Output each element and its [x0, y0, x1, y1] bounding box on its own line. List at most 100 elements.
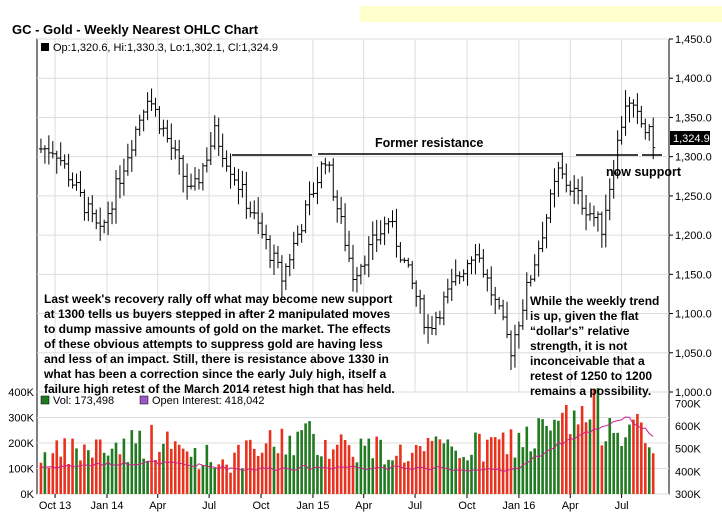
volume-bar [596, 388, 600, 494]
volume-tick-label: 100K [8, 464, 34, 476]
volume-bar [517, 432, 521, 494]
volume-bar [296, 431, 299, 494]
oi-legend-icon [139, 395, 149, 405]
volume-bar [391, 460, 394, 494]
volume-bar [612, 432, 615, 494]
volume-bar [118, 454, 122, 494]
volume-bar [75, 448, 78, 494]
volume-bar [189, 456, 193, 494]
volume-bar [280, 428, 284, 494]
volume-bar [576, 424, 580, 494]
volume-bar [177, 444, 181, 494]
volume-bar [529, 451, 533, 494]
volume-tick-label: 200K [8, 438, 34, 450]
price-tick-label: 1,150.0 [675, 269, 712, 281]
volume-bar [213, 468, 217, 494]
volume-bar [493, 437, 497, 494]
volume-bar [458, 458, 461, 494]
volume-bar [399, 444, 402, 494]
volume-bar [71, 438, 74, 494]
volume-bar [79, 460, 82, 494]
x-tick-label: Oct 13 [39, 500, 71, 512]
volume-bar [47, 467, 51, 494]
volume-bar [162, 443, 165, 494]
volume-axis: 400K 300K 200K 100K 0K 700K 600K 500K 400K 300K [8, 387, 701, 501]
volume-bar [288, 435, 292, 494]
volume-bar [249, 439, 252, 494]
volume-bar [150, 424, 153, 494]
volume-bar [375, 436, 378, 494]
volume-bar [620, 446, 623, 494]
volume-bar [221, 459, 224, 494]
x-tick-label: Jul [615, 500, 629, 512]
volume-bar [588, 419, 592, 494]
volume-bar [367, 438, 371, 494]
x-tick-label: Apr [149, 500, 166, 512]
volume-bar [359, 438, 363, 494]
volume-bar [647, 447, 651, 494]
volume-bar [541, 419, 544, 494]
x-tick-label: Apr [355, 500, 372, 512]
price-tick-label: 1,000.0 [675, 387, 712, 399]
former-resistance-label: Former resistance [375, 136, 484, 150]
volume-bar [316, 455, 319, 494]
volume-bar [450, 446, 454, 494]
last-price-label: 1,324.9 [673, 133, 710, 145]
volume-bar [616, 432, 619, 494]
volume-bar [446, 439, 450, 494]
volume-bar [276, 453, 280, 494]
open-interest-line [40, 416, 654, 473]
volume-bar [284, 454, 288, 494]
chart-title: GC - Gold - Weekly Nearest OHLC Chart [12, 22, 259, 37]
volume-bar [482, 461, 485, 494]
price-tick-label: 1,100.0 [675, 309, 712, 321]
volume-bar [549, 430, 552, 494]
volume-bar [497, 439, 501, 494]
volume-bar [568, 434, 572, 494]
volume-bar [142, 458, 145, 494]
volume-bar [509, 429, 513, 494]
volume-bar [94, 439, 98, 494]
volume-bar [328, 458, 331, 494]
volume-bar [513, 457, 517, 494]
volume-bar [470, 454, 473, 494]
volume-bar [83, 444, 86, 494]
volume-bar [525, 426, 529, 494]
volume-bar [636, 413, 639, 494]
volume-bar [335, 444, 339, 494]
price-tick-label: 1,300.0 [675, 152, 712, 164]
volume-bar [39, 462, 43, 494]
volume-bar [59, 456, 62, 494]
volume-bar [604, 441, 608, 494]
volume-bar [205, 444, 209, 494]
volume-bar [430, 440, 434, 494]
volume-bar [268, 430, 272, 494]
volume-bar [395, 455, 398, 494]
volume-bar [229, 472, 232, 494]
volume-bar [55, 440, 59, 494]
volume-bar [158, 451, 161, 494]
x-tick-label: Jan 14 [90, 500, 123, 512]
volume-bar [651, 453, 655, 494]
volume-bar [51, 453, 55, 494]
volume-bar [553, 419, 556, 494]
volume-bar [114, 442, 118, 494]
volume-bar [110, 448, 114, 494]
x-tick-label: Jan 15 [296, 500, 329, 512]
volume-bar [486, 439, 489, 494]
volume-bar [130, 430, 134, 494]
volume-bar [241, 468, 244, 494]
volume-bar [592, 389, 596, 494]
ohlc-legend-icon [41, 43, 49, 51]
x-axis: Oct 13 Jan 14 Apr Jul Oct Jan 15 Apr Jul Oct Jan … [39, 494, 629, 512]
volume-bar [252, 448, 256, 494]
volume-bar [434, 436, 438, 494]
volume-bar [126, 462, 130, 494]
left-commentary: Last week's recovery rally off what may … [44, 292, 395, 396]
volume-bar [233, 452, 236, 494]
volume-tick-label: 400K [8, 387, 34, 399]
volume-bar [209, 462, 213, 494]
volume-bar [134, 443, 138, 494]
open-interest-tick-label: 700K [675, 398, 701, 410]
